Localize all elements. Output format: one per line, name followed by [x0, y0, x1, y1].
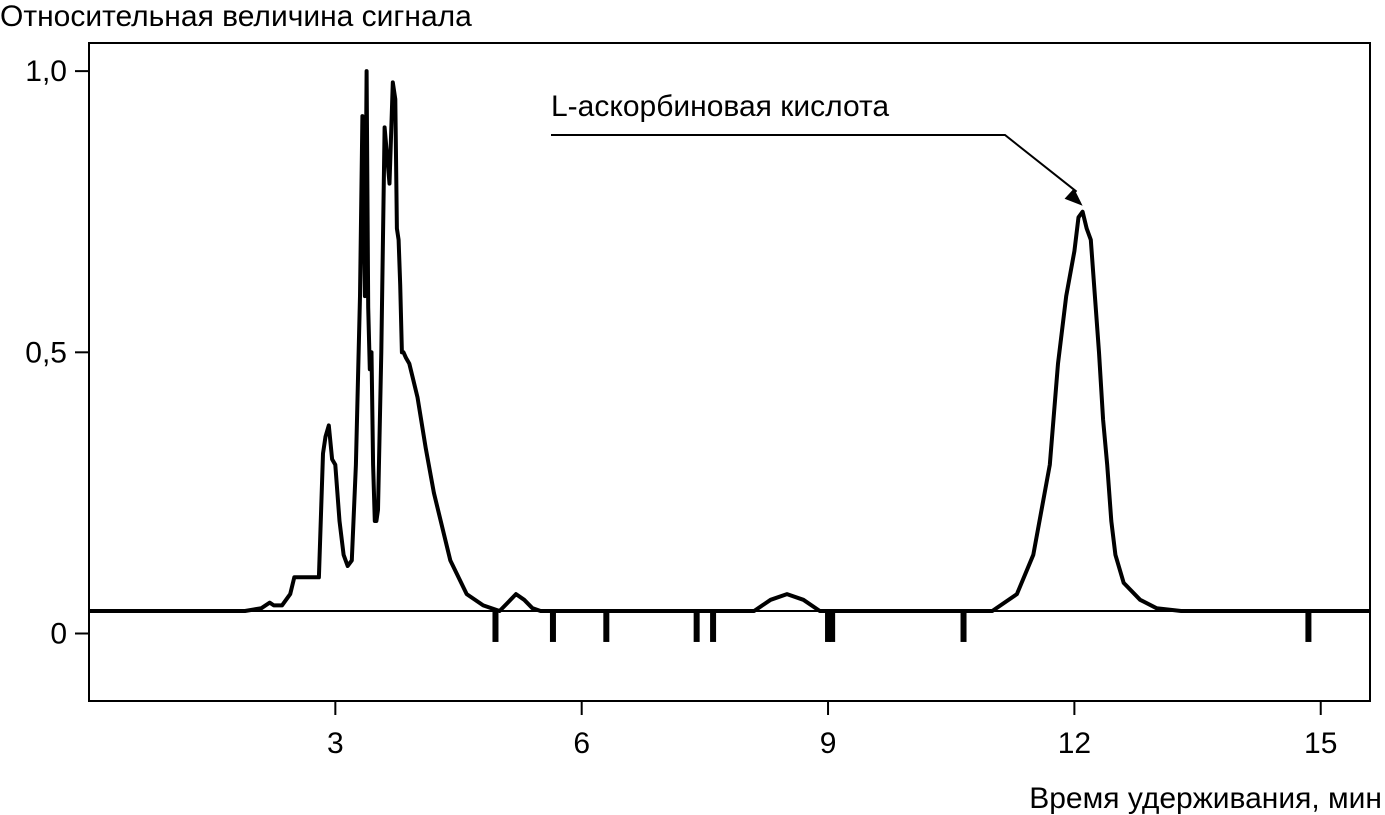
x-axis-title: Время удерживания, мин — [1029, 782, 1382, 815]
plot-frame — [88, 42, 1371, 702]
annotation-arrowhead — [1064, 188, 1083, 206]
peak-label: L-аскорбиновая кислота — [551, 90, 889, 123]
x-tick-label: 15 — [1304, 727, 1337, 760]
y-axis-title: Относительная величина сигнала — [0, 0, 472, 33]
peak-annotation: L-аскорбиновая кислота — [551, 90, 1083, 206]
event-marker — [693, 611, 700, 642]
event-marker — [960, 611, 967, 642]
x-tick-label: 12 — [1058, 727, 1091, 760]
event-marker — [549, 611, 556, 642]
event-marker — [603, 611, 610, 642]
x-tick-label: 3 — [327, 727, 344, 760]
y-axis: 0 0,5 1,0 — [25, 55, 89, 651]
y-tick-label: 1,0 — [25, 55, 67, 88]
event-marker — [829, 611, 836, 642]
event-markers — [492, 611, 1312, 642]
x-axis: 3 6 9 12 15 — [327, 701, 1337, 760]
event-marker — [492, 611, 499, 642]
x-tick-label: 9 — [820, 727, 837, 760]
y-tick-label: 0 — [50, 618, 67, 651]
event-marker — [1305, 611, 1312, 642]
annotation-leader-line — [551, 134, 1078, 193]
x-tick-label: 6 — [573, 727, 590, 760]
event-marker — [710, 611, 717, 642]
y-tick-label: 0,5 — [25, 336, 67, 369]
event-marker — [825, 611, 832, 642]
signal-trace — [89, 69, 1370, 613]
